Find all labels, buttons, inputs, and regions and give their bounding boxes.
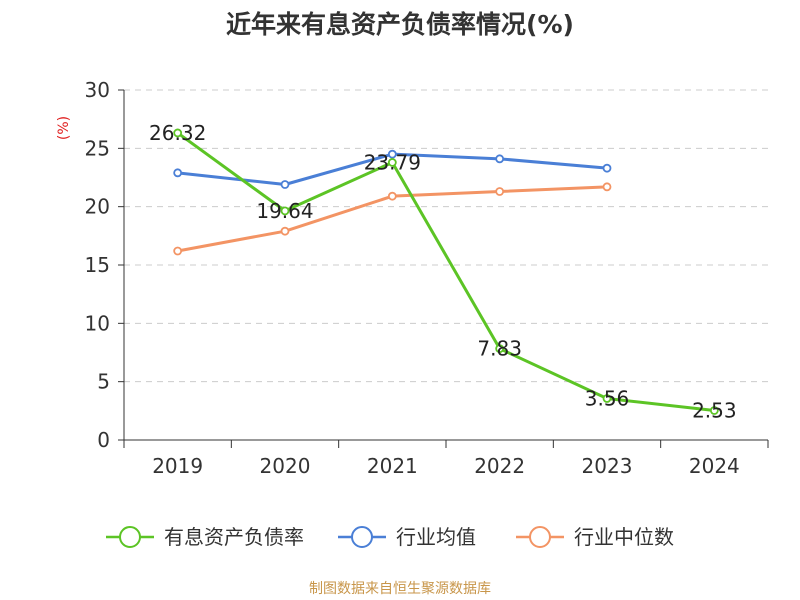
chart-title: 近年来有息资产负债率情况(%) [226,10,574,39]
series-marker [387,158,397,167]
series-marker [495,344,505,354]
legend-item[interactable]: 有息资产负债率 [106,525,304,549]
legend-label: 有息资产负债率 [164,525,304,549]
series-marker [602,163,612,173]
series-marker [280,226,290,236]
y-tick-label: 10 [85,311,110,335]
series-marker [173,246,183,256]
source-note: 制图数据来自恒生聚源数据库 [309,581,491,597]
x-tick-label: 2021 [367,454,418,478]
legend-item[interactable]: 行业均值 [338,525,476,549]
legend-item[interactable]: 行业中位数 [516,525,674,549]
legend-label: 行业中位数 [574,525,674,549]
series-marker [387,191,397,201]
y-tick-label: 15 [85,253,110,277]
data-label: 7.83 [477,337,522,361]
y-tick-label: 20 [85,195,110,219]
grid [124,89,768,383]
x-tick-label: 2023 [582,454,633,478]
series-layer [173,128,719,415]
legend-label: 行业均值 [396,525,476,549]
series-marker [602,182,612,192]
legend-swatch-marker [529,526,551,548]
legend-swatch-marker [351,526,373,548]
x-tick-label: 2022 [474,454,525,478]
data-label: 19.64 [256,199,313,223]
series-marker [173,128,183,138]
legend: 有息资产负债率 行业均值 行业中位数 [106,525,674,549]
x-tick-label: 2019 [152,454,203,478]
y-tick-label: 25 [85,136,110,160]
y-tick-label: 5 [97,370,110,394]
series-marker [280,206,290,216]
series-marker [495,187,505,196]
y-tick-label: 30 [85,78,110,102]
series-marker [602,394,612,403]
data-label: 23.79 [364,150,421,174]
data-labels: 26.32 19.64 23.79 7.83 3.56 2.53 [149,121,737,423]
legend-swatch-marker [119,526,141,548]
y-tick-label: 0 [97,428,110,452]
series-marker [709,406,719,415]
series-marker [387,149,397,159]
series-marker [495,154,505,164]
x-tick-label: 2020 [260,454,311,478]
series-marker [280,180,290,189]
data-label: 2.53 [692,398,737,422]
x-tick-label: 2024 [689,454,740,478]
series-marker [173,168,183,178]
axes: 0 5 10 15 20 25 30 2019 2020 2021 2022 2023 2024 [85,78,769,478]
data-label: 3.56 [585,386,630,410]
y-axis-unit: (%) [56,116,72,140]
series-line [176,131,715,412]
data-label: 26.32 [149,121,206,145]
